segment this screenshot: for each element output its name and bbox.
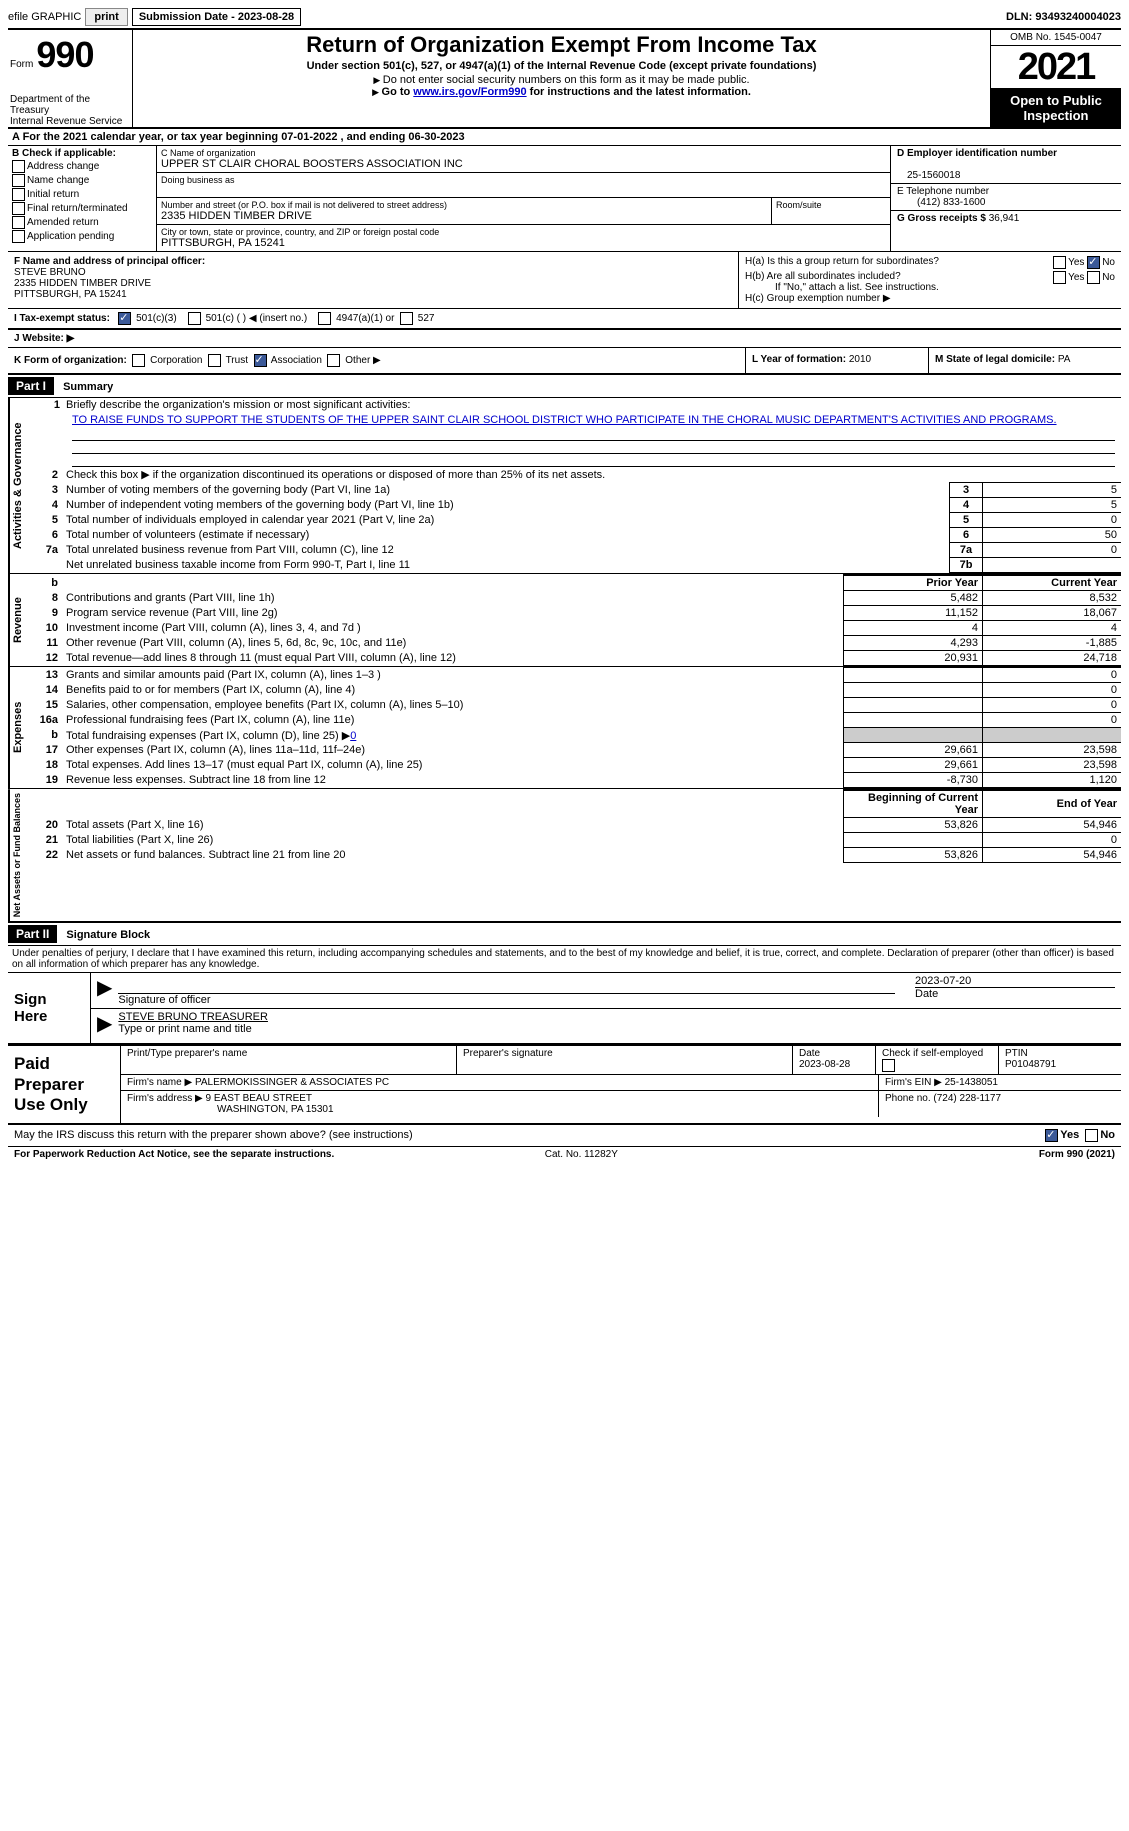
col-b: B Check if applicable: Address change Na… (8, 146, 157, 251)
officer-name: STEVE BRUNO (14, 267, 86, 278)
row-a: A For the 2021 calendar year, or tax yea… (8, 129, 1121, 146)
side-net-assets: Net Assets or Fund Balances (8, 789, 32, 921)
open-public: Open to Public Inspection (991, 89, 1121, 127)
org-name: UPPER ST CLAIR CHORAL BOOSTERS ASSOCIATI… (161, 158, 886, 170)
net-assets-section: Net Assets or Fund Balances Beginning of… (8, 789, 1121, 923)
print-button[interactable]: print (85, 8, 127, 26)
chk-501c3[interactable] (118, 312, 131, 325)
l7b-value (983, 558, 1122, 573)
irs-link[interactable]: www.irs.gov/Form990 (413, 86, 526, 98)
form-subtitle: Under section 501(c), 527, or 4947(a)(1)… (137, 60, 986, 72)
form-label: Form (10, 59, 33, 70)
chk-discuss-no[interactable] (1085, 1129, 1098, 1142)
col-f: F Name and address of principal officer:… (8, 252, 739, 308)
section-fh: F Name and address of principal officer:… (8, 252, 1121, 309)
revenue-section: Revenue bPrior YearCurrent Year 8Contrib… (8, 574, 1121, 667)
row-j: J Website: ▶ (8, 330, 1121, 348)
year-formed: 2010 (849, 354, 871, 365)
header-center: Return of Organization Exempt From Incom… (133, 30, 990, 127)
gross-receipts: 36,941 (989, 213, 1020, 224)
expenses-section: Expenses 13Grants and similar amounts pa… (8, 667, 1121, 789)
ein: 25-1560018 (897, 170, 960, 181)
sign-arrow-icon: ▶ (97, 975, 118, 1006)
top-bar: efile GRAPHIC print Submission Date - 20… (8, 8, 1121, 30)
org-street: 2335 HIDDEN TIMBER DRIVE (161, 210, 767, 222)
paid-preparer: Paid Preparer Use Only Print/Type prepar… (8, 1044, 1121, 1125)
org-city: PITTSBURGH, PA 15241 (161, 237, 886, 249)
phone: (412) 833-1600 (897, 197, 985, 208)
form-number: 990 (36, 34, 93, 75)
chk-4947[interactable] (318, 312, 331, 325)
tax-year: 2021 (991, 46, 1121, 89)
part-1-header: Part I Summary (8, 375, 1121, 398)
chk-application-pending[interactable]: Application pending (12, 230, 152, 243)
chk-other[interactable] (327, 354, 340, 367)
chk-address-change[interactable]: Address change (12, 160, 152, 173)
officer-sign-name: STEVE BRUNO TREASURER (118, 1011, 1115, 1023)
dept-label: Department of the Treasury Internal Reve… (10, 76, 130, 127)
firm-ein: 25-1438051 (945, 1077, 998, 1088)
omb-number: OMB No. 1545-0047 (991, 30, 1121, 46)
chk-final-return[interactable]: Final return/terminated (12, 202, 152, 215)
chk-trust[interactable] (208, 354, 221, 367)
instr-1: Do not enter social security numbers on … (137, 74, 986, 86)
col-c: C Name of organization UPPER ST CLAIR CH… (157, 146, 890, 251)
section-bcdeg: B Check if applicable: Address change Na… (8, 146, 1121, 252)
l4-value: 5 (983, 498, 1122, 513)
header-left: Form 990 Department of the Treasury Inte… (8, 30, 133, 127)
mission-text: TO RAISE FUNDS TO SUPPORT THE STUDENTS O… (72, 414, 1057, 426)
fundraising-link[interactable]: 0 (350, 730, 356, 742)
ptin: P01048791 (1005, 1059, 1056, 1070)
chk-name-change[interactable]: Name change (12, 174, 152, 187)
side-activities: Activities & Governance (8, 398, 32, 573)
l6-value: 50 (983, 528, 1122, 543)
penalty-text: Under penalties of perjury, I declare th… (8, 946, 1121, 973)
domicile: PA (1058, 354, 1071, 365)
l5-value: 0 (983, 513, 1122, 528)
chk-501c[interactable] (188, 312, 201, 325)
chk-discuss-yes[interactable] (1045, 1129, 1058, 1142)
chk-initial-return[interactable]: Initial return (12, 188, 152, 201)
row-klm: K Form of organization: Corporation Trus… (8, 348, 1121, 375)
firm-name: PALERMOKISSINGER & ASSOCIATES PC (195, 1077, 389, 1088)
form-header: Form 990 Department of the Treasury Inte… (8, 30, 1121, 129)
sign-date: 2023-07-20 (915, 975, 1115, 987)
part-2-header: Part II Signature Block (8, 923, 1121, 946)
col-h: H(a) Is this a group return for subordin… (739, 252, 1121, 308)
firm-phone: (724) 228-1177 (933, 1093, 1001, 1104)
chk-amended-return[interactable]: Amended return (12, 216, 152, 229)
chk-527[interactable] (400, 312, 413, 325)
footer: For Paperwork Reduction Act Notice, see … (8, 1146, 1121, 1162)
col-deg: D Employer identification number25-15600… (890, 146, 1121, 251)
sign-here: Sign Here ▶ Signature of officer 2023-07… (8, 973, 1121, 1044)
chk-self-employed[interactable] (882, 1059, 895, 1072)
side-revenue: Revenue (8, 574, 32, 666)
dln: DLN: 93493240004023 (1006, 11, 1121, 23)
irs-discuss: May the IRS discuss this return with the… (8, 1125, 1121, 1146)
form-title: Return of Organization Exempt From Incom… (137, 32, 986, 58)
efile-label: efile GRAPHIC (8, 11, 81, 23)
chk-corp[interactable] (132, 354, 145, 367)
instr-2: Go to www.irs.gov/Form990 for instructio… (137, 86, 986, 98)
header-right: OMB No. 1545-0047 2021 Open to Public In… (990, 30, 1121, 127)
l7a-value: 0 (983, 543, 1122, 558)
l3-value: 5 (983, 483, 1122, 498)
row-i: I Tax-exempt status: 501(c)(3) 501(c) ( … (8, 309, 1121, 330)
side-expenses: Expenses (8, 667, 32, 788)
activities-section: Activities & Governance 1Briefly describ… (8, 398, 1121, 574)
sign-arrow-icon-2: ▶ (97, 1011, 118, 1036)
chk-assoc[interactable] (254, 354, 267, 367)
submission-date: Submission Date - 2023-08-28 (132, 8, 301, 26)
